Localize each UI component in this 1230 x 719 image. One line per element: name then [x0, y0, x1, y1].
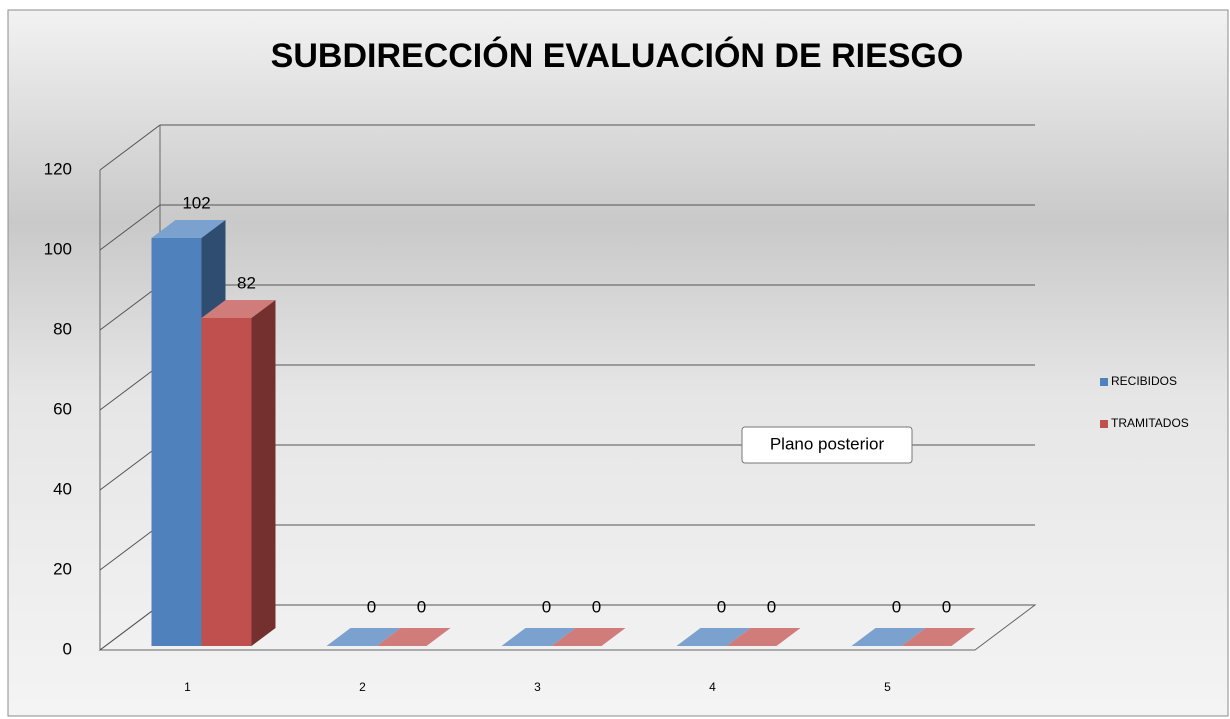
data-label: 0 [892, 597, 901, 616]
tooltip-text: Plano posterior [770, 434, 885, 453]
legend-swatch [1100, 378, 1108, 386]
bar-top [151, 220, 226, 238]
y-tick-label: 0 [63, 639, 72, 658]
legend-swatch [1100, 420, 1108, 428]
y-tick-label: 20 [53, 559, 72, 578]
y-tick-label: 120 [44, 159, 72, 178]
data-label: 0 [717, 597, 726, 616]
bar-top [551, 628, 626, 646]
x-tick-label: 5 [884, 680, 891, 694]
data-label: 82 [237, 273, 256, 292]
data-label: 0 [942, 597, 951, 616]
tooltip-box [741, 426, 913, 464]
legend-label: TRAMITADOS [1111, 416, 1189, 430]
grid-line-side [99, 284, 161, 331]
chart-title: SUBDIRECCIÓN EVALUACIÓN DE RIESGO [271, 37, 964, 75]
data-label: 0 [417, 597, 426, 616]
grid-line-side [99, 364, 161, 411]
grid-line-side [99, 204, 161, 251]
bar-top [851, 628, 926, 646]
y-tick-label: 60 [53, 399, 72, 418]
bar-side [251, 300, 276, 646]
legend-label: RECIBIDOS [1111, 374, 1177, 388]
data-label: 0 [542, 597, 551, 616]
x-tick-label: 4 [709, 680, 716, 694]
y-tick-label: 100 [44, 239, 72, 258]
bar-top [326, 628, 401, 646]
x-tick-label: 1 [184, 680, 191, 694]
bar-top [901, 628, 976, 646]
data-label: 0 [767, 597, 776, 616]
bar-front [151, 238, 202, 646]
grid-line-side [99, 604, 161, 651]
bar-top [726, 628, 801, 646]
data-label: 0 [592, 597, 601, 616]
tooltip: Plano posterior [741, 426, 913, 464]
y-tick-label: 40 [53, 479, 72, 498]
data-label: 102 [182, 193, 210, 212]
bar-top [676, 628, 751, 646]
y-tick-label: 80 [53, 319, 72, 338]
bar-top [376, 628, 451, 646]
data-label: 0 [367, 597, 376, 616]
bar-top [201, 300, 276, 318]
x-tick-label: 2 [359, 680, 366, 694]
bar-top [501, 628, 576, 646]
bar-front [201, 318, 252, 646]
x-tick-label: 3 [534, 680, 541, 694]
grid-line-side [99, 524, 161, 571]
grid-line-side [99, 444, 161, 491]
grid-line-side [99, 124, 161, 171]
